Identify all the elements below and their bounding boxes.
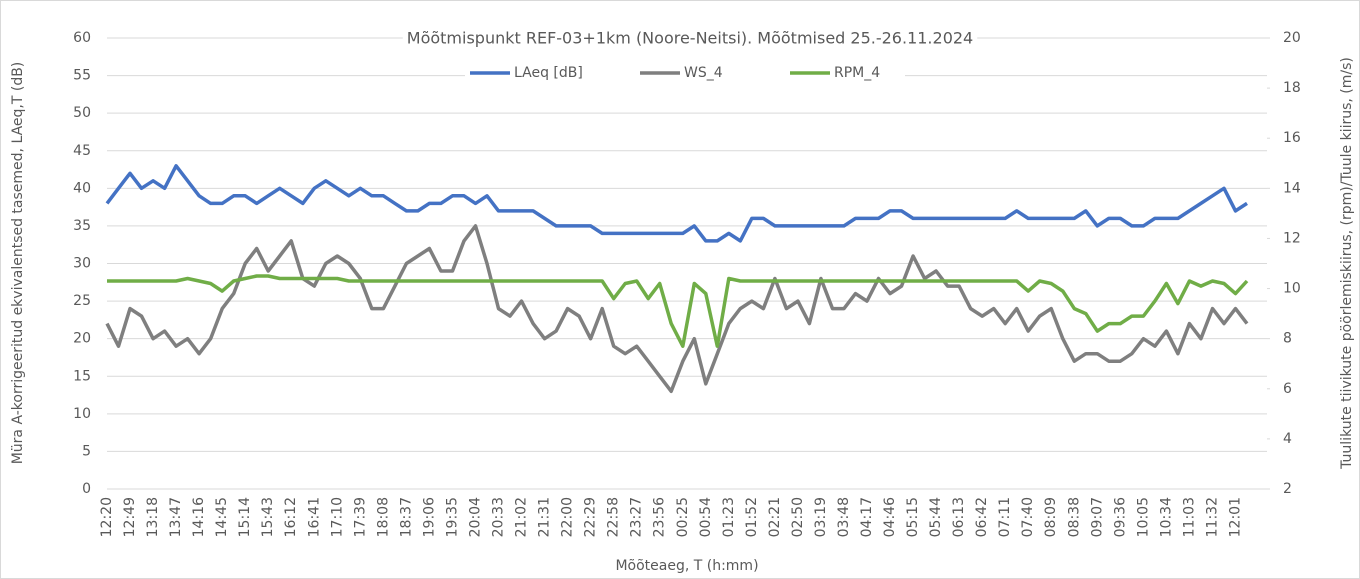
x-tick-label: 00:54	[698, 497, 714, 537]
y-tick-label: 60	[73, 30, 91, 46]
y2-tick-label: 18	[1283, 80, 1301, 96]
y2-tick-label: 12	[1283, 230, 1301, 246]
x-tick-label: 02:50	[790, 497, 806, 537]
x-tick-label: 21:31	[537, 497, 553, 537]
y-tick-label: 45	[73, 143, 91, 159]
y-tick-label: 40	[73, 180, 91, 196]
y-tick-label: 10	[73, 406, 91, 422]
x-tick-label: 22:58	[606, 497, 622, 537]
x-tick-label: 15:14	[237, 497, 253, 537]
x-tick-label: 22:00	[560, 497, 576, 537]
series-line	[107, 274, 1249, 348]
x-tick-label: 18:08	[375, 497, 391, 537]
x-tick-label: 19:06	[421, 497, 437, 537]
x-tick-label: 22:29	[583, 497, 599, 537]
x-tick-label: 12:49	[122, 497, 138, 537]
x-tick-label: 14:16	[191, 497, 207, 537]
x-tick-label: 13:18	[145, 497, 161, 537]
x-tick-label: 05:15	[905, 497, 921, 537]
x-tick-label: 13:47	[168, 497, 184, 537]
x-tick-label: 20:33	[491, 497, 507, 537]
x-tick-label: 04:17	[859, 497, 875, 537]
x-tick-label: 08:09	[1043, 497, 1059, 537]
y-tick-label: 5	[82, 443, 91, 459]
x-tick-label: 19:35	[444, 497, 460, 537]
x-tick-label: 02:21	[767, 497, 783, 537]
x-tick-label: 09:07	[1089, 497, 1105, 537]
y2-tick-label: 10	[1283, 281, 1301, 297]
y-tick-label: 25	[73, 293, 91, 309]
x-tick-label: 23:56	[652, 497, 668, 537]
legend-background	[465, 63, 905, 83]
x-tick-label: 11:32	[1204, 497, 1220, 537]
y-tick-label: 50	[73, 105, 91, 121]
y-tick-label: 30	[73, 256, 91, 272]
y2-tick-label: 16	[1283, 130, 1301, 146]
x-tick-label: 10:05	[1135, 497, 1151, 537]
series-line	[105, 224, 1249, 394]
x-tick-label: 20:04	[467, 497, 483, 537]
x-tick-label: 03:19	[813, 497, 829, 537]
x-tick-label: 07:40	[1020, 497, 1036, 537]
y2-tick-label: 6	[1283, 381, 1292, 397]
x-tick-label: 07:11	[997, 497, 1013, 537]
y2-axis-label: Tuulikute tiivikute pöörlemiskiirus, (rp…	[1339, 57, 1355, 470]
y2-tick-label: 2	[1283, 481, 1292, 497]
y-tick-label: 55	[73, 68, 91, 84]
x-tick-label: 15:43	[260, 497, 276, 537]
x-tick-label: 23:27	[629, 497, 645, 537]
x-tick-label: 12:20	[99, 497, 115, 537]
x-tick-label: 00:25	[675, 497, 691, 537]
x-tick-label: 12:01	[1227, 497, 1243, 537]
y2-tick-label: 14	[1283, 180, 1301, 196]
x-tick-label: 03:48	[836, 497, 852, 537]
y-tick-label: 0	[82, 481, 91, 497]
y-axis-label: Müra A-korrigeeritud ekvivalentsed tasem…	[10, 62, 26, 465]
y-tick-label: 15	[73, 368, 91, 384]
legend-label: RPM_4	[834, 65, 880, 81]
y2-tick-label: 8	[1283, 331, 1292, 347]
x-tick-label: 21:02	[514, 497, 530, 537]
x-tick-label: 10:34	[1158, 497, 1174, 537]
y-tick-label: 35	[73, 218, 91, 234]
x-tick-label: 04:46	[882, 497, 898, 537]
x-tick-label: 05:44	[928, 497, 944, 537]
title-background	[402, 27, 978, 49]
chart-title: Mõõtmispunkt REF-03+1km (Noore-Neitsi). …	[407, 29, 973, 48]
x-tick-label: 06:42	[974, 497, 990, 537]
x-tick-label: 09:36	[1112, 497, 1128, 537]
x-axis-label: Mõõteaeg, T (h:mm)	[615, 558, 758, 574]
series-line	[105, 164, 1248, 243]
x-tick-label: 16:41	[306, 497, 322, 537]
y2-tick-label: 20	[1283, 30, 1301, 46]
x-tick-label: 16:12	[283, 497, 299, 537]
y2-tick-label: 4	[1283, 431, 1292, 447]
x-tick-label: 08:38	[1066, 497, 1082, 537]
x-tick-label: 06:13	[951, 497, 967, 537]
legend-label: LAeq [dB]	[514, 65, 583, 81]
x-tick-label: 01:23	[721, 497, 737, 537]
x-tick-label: 01:52	[744, 497, 760, 537]
x-tick-label: 11:03	[1181, 497, 1197, 537]
y-tick-label: 20	[73, 331, 91, 347]
legend-label: WS_4	[684, 65, 723, 81]
x-tick-label: 17:39	[352, 497, 368, 537]
x-tick-label: 18:37	[398, 497, 414, 537]
x-tick-label: 17:10	[329, 497, 345, 537]
x-tick-label: 14:45	[214, 497, 230, 537]
